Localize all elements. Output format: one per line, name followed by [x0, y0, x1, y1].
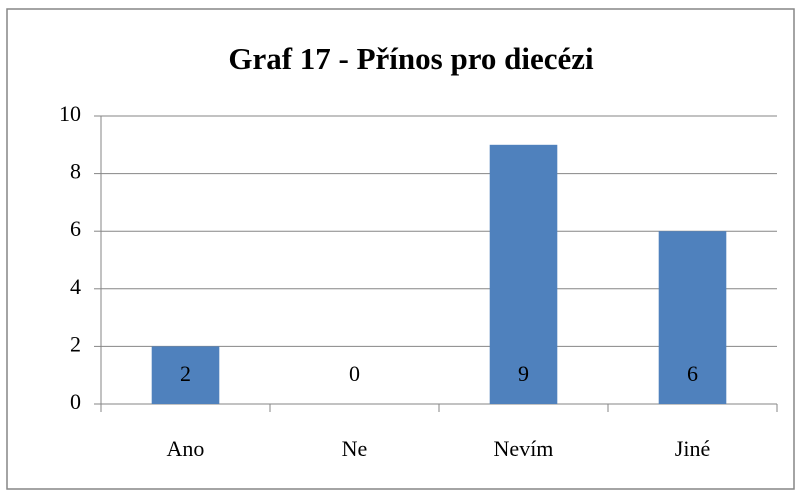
y-tick-label: 8 [70, 159, 81, 184]
x-tick-label: Nevím [494, 436, 554, 461]
bar [151, 346, 220, 404]
y-tick-label: 4 [70, 274, 81, 299]
y-tick-label: 6 [70, 216, 81, 241]
data-label: 2 [180, 361, 191, 386]
bar [658, 231, 727, 404]
chart-title: Graf 17 - Přínos pro diecézi [228, 41, 594, 76]
data-label: 6 [687, 361, 698, 386]
x-tick-label: Jiné [675, 436, 710, 461]
y-tick-label: 2 [70, 331, 81, 356]
data-label: 0 [349, 361, 360, 386]
data-label: 9 [518, 361, 529, 386]
x-tick-label: Ano [167, 436, 205, 461]
x-tick-label: Ne [342, 436, 368, 461]
y-tick-label: 0 [70, 389, 81, 414]
y-tick-label: 10 [59, 101, 81, 126]
bar [489, 144, 558, 405]
